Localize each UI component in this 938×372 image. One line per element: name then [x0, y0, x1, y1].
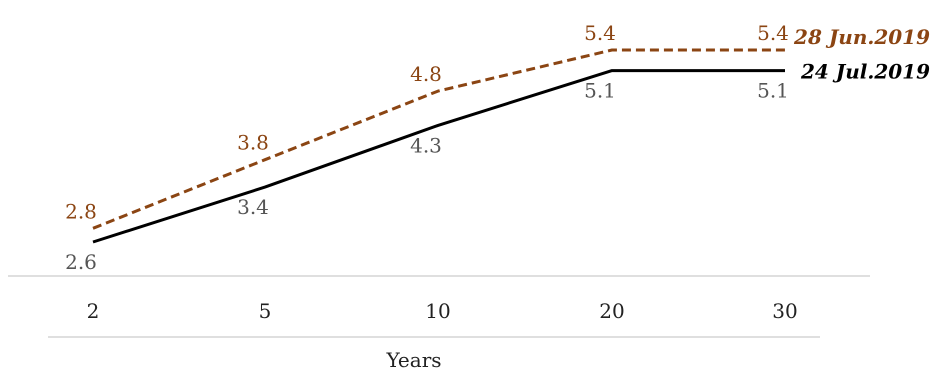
data-label: 4.8 [410, 62, 442, 86]
data-label: 4.3 [410, 133, 442, 157]
data-label: 5.4 [757, 21, 789, 45]
x-tick-label: 20 [599, 299, 624, 323]
x-tick-label: 10 [425, 299, 450, 323]
data-label: 3.4 [237, 195, 269, 219]
x-tick-labels: 2 5 10 20 30 [87, 299, 798, 323]
series-line-28-jun-2019 [92, 48, 785, 230]
data-label: 5.1 [757, 79, 789, 103]
x-tick-label: 30 [772, 299, 797, 323]
series-name-24-jul-2019: 24 Jul.2019 [800, 60, 930, 84]
series-name-28-jun-2019: 28 Jun.2019 [793, 25, 930, 49]
data-label: 2.8 [65, 199, 97, 223]
x-tick-label: 2 [87, 299, 100, 323]
x-tick-label: 5 [259, 299, 272, 323]
data-label: 2.6 [65, 250, 97, 274]
data-label: 3.8 [237, 131, 269, 155]
x-axis-title: Years [385, 348, 441, 372]
series-lines [92, 48, 785, 244]
series-line-24-jul-2019 [92, 69, 785, 244]
data-label: 5.4 [584, 21, 616, 45]
data-label: 5.1 [584, 79, 616, 103]
